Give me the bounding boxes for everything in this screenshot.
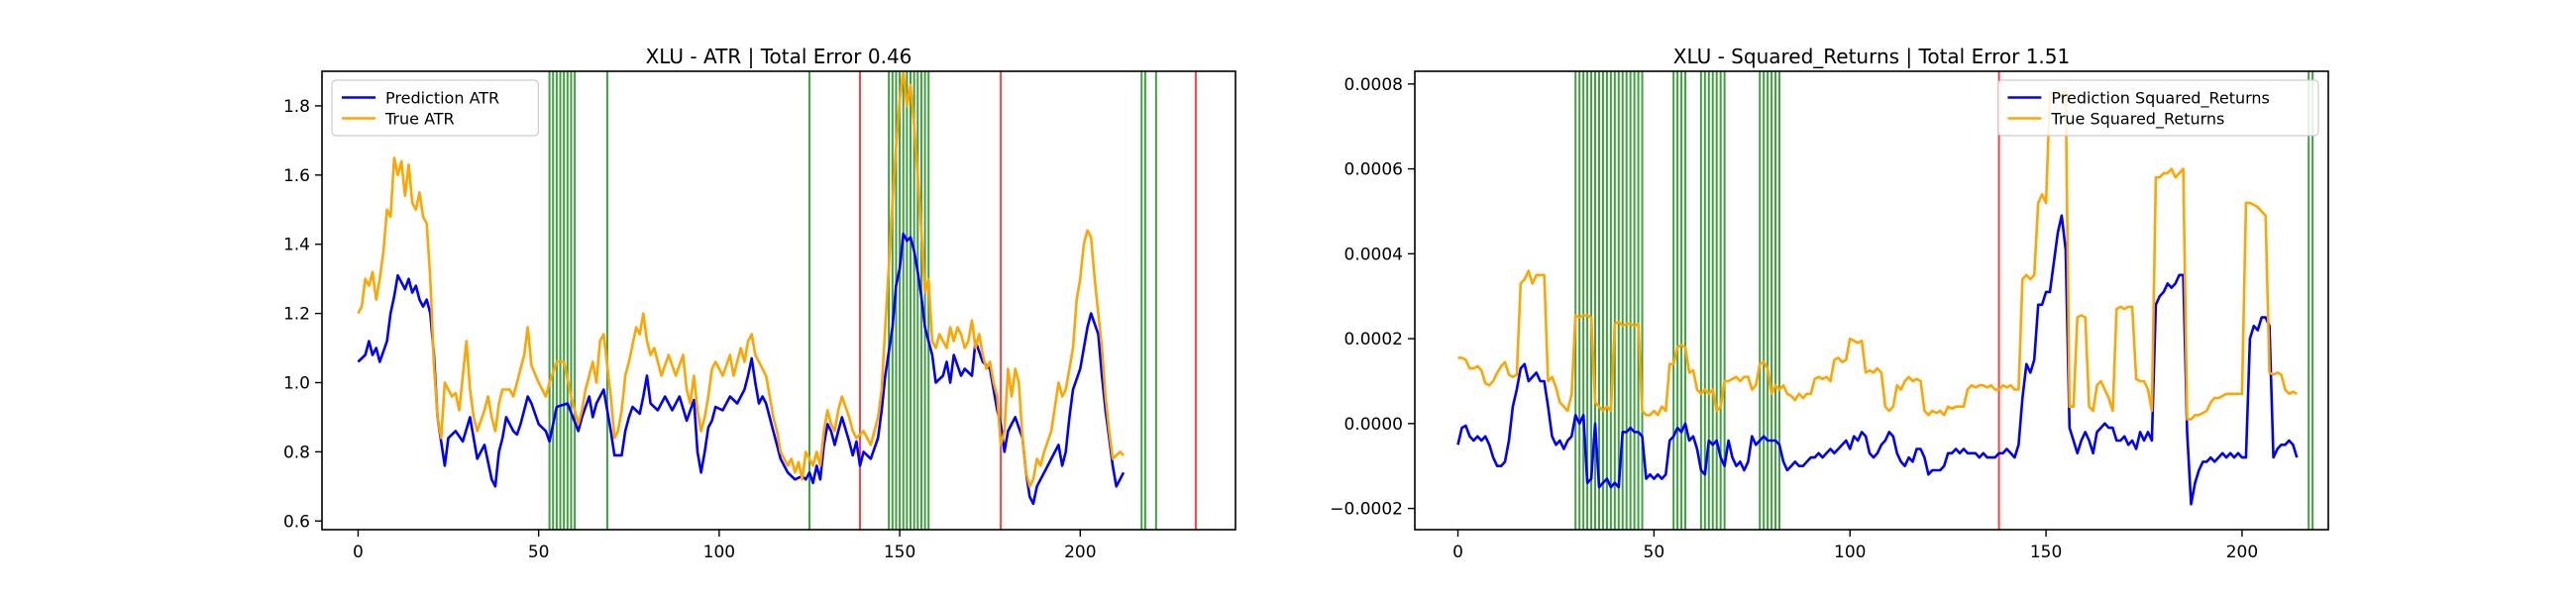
- squared-returns-x-tick-label: 100: [1834, 543, 1866, 562]
- squared-returns-y-tick-label: −0.0002: [1330, 500, 1403, 520]
- atr-y-tick-label: 0.6: [283, 512, 310, 532]
- squared-returns-y-tick-label: 0.0008: [1344, 75, 1403, 95]
- squared-returns-x-tick-label: 200: [2226, 543, 2258, 562]
- atr-y-tick-label: 1.2: [283, 305, 310, 325]
- atr-x-tick-label: 150: [884, 543, 915, 562]
- atr-legend-label: True ATR: [384, 110, 455, 129]
- atr-y-tick-label: 1.6: [283, 166, 310, 186]
- squared-returns-y-tick-label: 0.0006: [1344, 160, 1403, 180]
- squared-returns-y-tick-label: 0.0002: [1344, 330, 1403, 349]
- squared-returns-x-tick-label: 150: [2030, 543, 2062, 562]
- atr-legend-box: [331, 79, 539, 137]
- atr-legend: Prediction ATR True ATR: [331, 79, 539, 137]
- atr-chart-panel: 0 50 100 150 200 0.6 0.8 1.0 1.2 1.4 1.6 1.8 XLU - A…: [283, 45, 1236, 562]
- squared-returns-x-tick-label: 0: [1452, 543, 1463, 562]
- atr-x-tick-label: 100: [703, 543, 735, 562]
- squared-returns-y-tick-label: 0.0000: [1344, 415, 1403, 435]
- atr-plot-area: [357, 71, 1197, 530]
- squared-returns-series-line-prediction: [1456, 214, 2299, 506]
- squared-returns-plot-area: [1456, 71, 2314, 530]
- squared-returns-y-tick-label: 0.0004: [1344, 245, 1403, 264]
- atr-chart-title: XLU - ATR | Total Error 0.46: [646, 45, 912, 68]
- atr-y-tick-label: 1.4: [283, 236, 310, 255]
- squared-returns-chart-panel: 0 50 100 150 200 −0.0002 0.0000 0.0002 0.0004 0.0…: [1330, 45, 2329, 562]
- atr-legend-label: Prediction ATR: [385, 89, 499, 108]
- atr-x-tick-label: 200: [1064, 543, 1096, 562]
- squared-returns-chart-title: XLU - Squared_Returns | Total Error 1.51: [1673, 45, 2070, 68]
- squared-returns-legend-label: True Squared_Returns: [2050, 110, 2224, 130]
- squared-returns-axes-frame: [1414, 70, 2329, 531]
- atr-x-tick-label: 0: [353, 543, 364, 562]
- squared-returns-x-tick-label: 50: [1644, 543, 1665, 562]
- atr-axes-frame: [321, 70, 1236, 531]
- atr-y-tick-label: 1.0: [283, 373, 310, 393]
- atr-series-line-true: [357, 71, 1125, 488]
- squared-returns-series-line-true: [1457, 86, 2298, 421]
- atr-y-tick-label: 0.8: [283, 443, 310, 462]
- atr-x-tick-label: 50: [528, 543, 550, 562]
- squared-returns-legend-label: Prediction Squared_Returns: [2051, 89, 2269, 109]
- atr-y-tick-label: 1.8: [283, 97, 310, 117]
- squared-returns-legend-box: [1996, 79, 2319, 137]
